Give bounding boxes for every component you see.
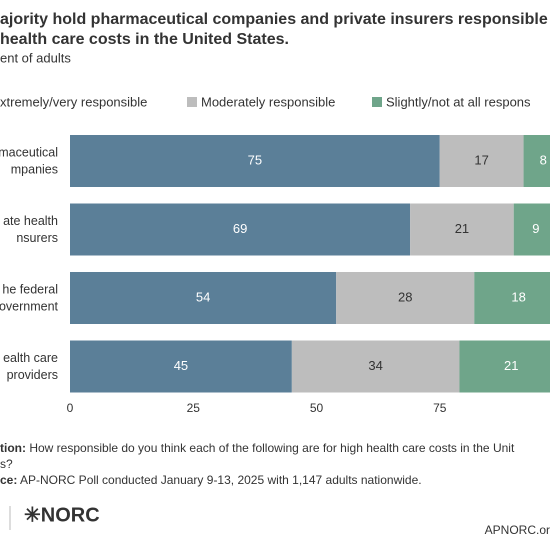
question-note: s?	[0, 457, 13, 471]
chart-subtitle: ent of adults	[0, 50, 71, 65]
bar-segment	[513, 203, 550, 256]
bar-segment	[474, 272, 550, 324]
category-label: mpanies	[11, 162, 58, 176]
source-label: ce:	[0, 473, 17, 487]
category-label: providers	[7, 368, 58, 382]
data-label: 34	[368, 358, 382, 373]
category-label: nsurers	[16, 231, 58, 245]
data-label: 21	[455, 221, 469, 236]
legend-swatch	[372, 97, 382, 107]
bar-segment	[291, 340, 460, 393]
chart-title: health care costs in the United States.	[0, 31, 289, 48]
bar-segment	[70, 135, 440, 187]
bar-segment	[70, 340, 292, 393]
legend-label: Moderately responsible	[201, 94, 335, 109]
data-label: 75	[248, 152, 262, 167]
x-tick-label: 25	[187, 401, 201, 415]
legend-label: Slightly/not at all respons	[386, 94, 531, 109]
bar-segment	[439, 135, 524, 187]
legend-swatch	[187, 97, 197, 107]
data-label: 8	[540, 152, 547, 167]
data-label: 9	[532, 221, 539, 236]
question-note: tion: How responsible do you think each …	[0, 441, 515, 455]
note-label: tion:	[0, 441, 26, 455]
category-label: he federal	[2, 282, 58, 296]
data-label: 21	[504, 358, 518, 373]
bar-segment	[459, 340, 550, 393]
category-label: ate health	[3, 214, 58, 228]
website: APNORC.or	[485, 523, 550, 537]
bar-segment	[336, 272, 475, 324]
x-tick-label: 75	[433, 401, 447, 415]
data-label: 54	[196, 289, 210, 304]
x-tick-label: 0	[67, 401, 74, 415]
data-label: 17	[474, 152, 488, 167]
logo: ✳NORC	[24, 504, 100, 526]
data-label: 45	[174, 358, 188, 373]
data-label: 69	[233, 221, 247, 236]
source-note: ce: AP-NORC Poll conducted January 9-13,…	[0, 473, 422, 487]
legend-label: xtremely/very responsible	[0, 94, 147, 109]
bar-segment	[70, 203, 411, 256]
category-label: overnment	[0, 299, 59, 313]
data-label: 28	[398, 289, 412, 304]
data-label: 18	[511, 289, 525, 304]
source-text: AP-NORC Poll conducted January 9-13, 202…	[17, 473, 421, 487]
bar-segment	[70, 272, 337, 324]
note-text: How responsible do you think each of the…	[26, 441, 515, 455]
x-tick-label: 50	[310, 401, 324, 415]
chart-title: ajority hold pharmaceutical companies an…	[0, 11, 548, 28]
bar-segment	[523, 135, 550, 187]
bar-segment	[410, 203, 514, 256]
category-label: maceutical	[0, 145, 58, 159]
category-label: ealth care	[3, 351, 58, 365]
